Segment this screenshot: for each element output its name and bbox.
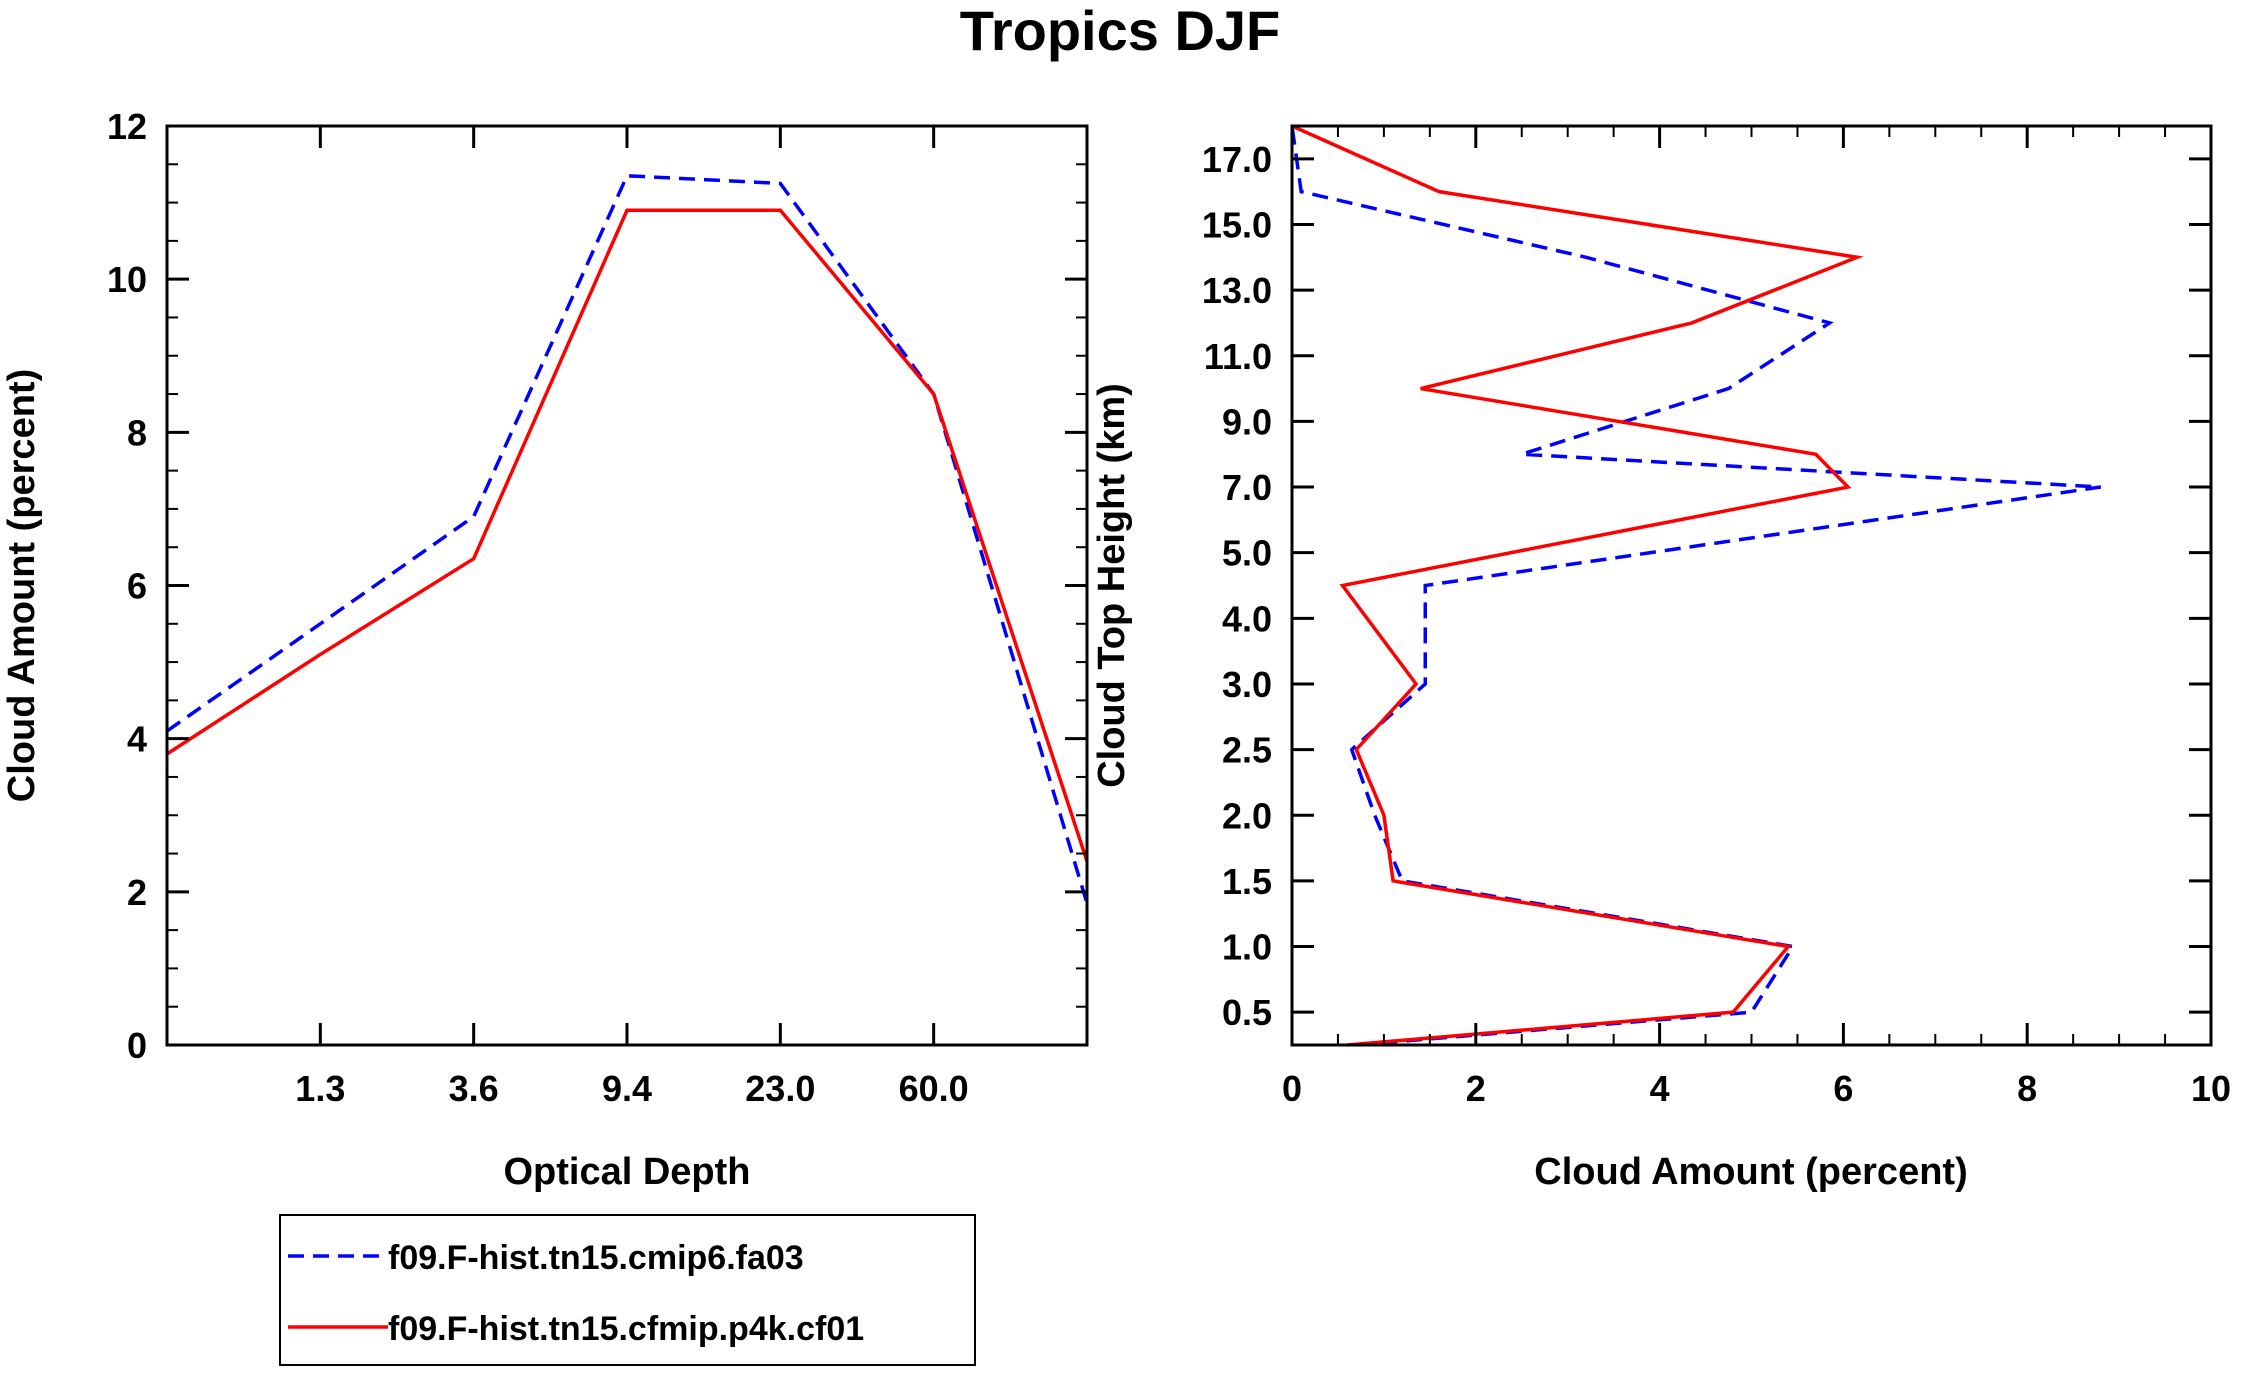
right-y-tick-label: 0.5 [1222, 992, 1272, 1033]
right-y-tick-label: 11.0 [1204, 336, 1272, 377]
right-y-tick-label: 5.0 [1222, 533, 1272, 574]
right-y-tick-label: 2.0 [1222, 795, 1272, 836]
left-x-tick-label: 1.3 [295, 1068, 345, 1109]
left-y-tick-label: 8 [127, 412, 147, 453]
left-x-axis-label: Optical Depth [503, 1151, 750, 1193]
right-y-tick-label: 1.5 [1222, 861, 1272, 902]
right-chart: 0 2 4 6 8 10 0.5 1.0 1.5 2.0 2.5 3.0 4.0 5.0 7.0 9.0 11.… [1091, 124, 2231, 1193]
left-series-line-cmip6 [165, 173, 1089, 904]
right-series-line-p4k [1291, 124, 1864, 1047]
right-x-tick-label: 2 [1466, 1068, 1486, 1109]
right-y-tick-label: 3.0 [1222, 664, 1272, 705]
right-ticks: 0 2 4 6 8 10 0.5 1.0 1.5 2.0 2.5 3.0 4.0 5.0 7.0 9.0 11.… [1202, 126, 2231, 1109]
left-ticks: 0 2 4 6 8 10 12 1.3 3.6 9.4 23.0 60.0 [107, 106, 1087, 1109]
right-x-tick-label: 8 [2017, 1068, 2037, 1109]
left-x-tick-label: 9.4 [602, 1068, 652, 1109]
right-x-tick-label: 6 [1833, 1068, 1853, 1109]
right-y-tick-label: 1.0 [1222, 927, 1272, 968]
right-x-tick-label: 10 [2191, 1068, 2231, 1109]
left-y-tick-label: 6 [127, 566, 147, 607]
right-y-tick-label: 2.5 [1222, 730, 1272, 771]
figure-title: Tropics DJF [960, 0, 1281, 62]
left-x-tick-label: 23.0 [745, 1068, 815, 1109]
left-series-group [165, 173, 1089, 904]
right-y-tick-label: 9.0 [1222, 401, 1272, 442]
right-y-tick-label: 13.0 [1202, 270, 1272, 311]
left-y-tick-label: 12 [107, 106, 147, 147]
left-y-tick-label: 2 [127, 872, 147, 913]
right-x-tick-label: 4 [1650, 1068, 1670, 1109]
right-y-tick-label: 7.0 [1222, 467, 1272, 508]
legend-label-p4k: f09.F-hist.tn15.cfmip.p4k.cf01 [388, 1310, 864, 1348]
left-series-line-p4k [166, 208, 1089, 862]
legend: f09.F-hist.tn15.cmip6.fa03 f09.F-hist.tn… [279, 1214, 976, 1366]
left-y-tick-label: 0 [127, 1025, 147, 1066]
left-y-tick-label: 4 [127, 719, 147, 760]
left-y-tick-label: 10 [107, 259, 147, 300]
right-y-tick-label: 17.0 [1202, 139, 1272, 180]
right-series-group [1290, 124, 2101, 1047]
right-y-tick-label: 15.0 [1202, 204, 1272, 245]
right-y-tick-label: 4.0 [1222, 598, 1272, 639]
right-plot-frame [1290, 124, 2213, 1047]
right-y-axis-label: Cloud Top Height (km) [1091, 383, 1133, 788]
left-y-axis-label: Cloud Amount (percent) [1, 369, 43, 802]
legend-label-cmip6: f09.F-hist.tn15.cmip6.fa03 [388, 1239, 804, 1277]
legend-box [279, 1214, 976, 1366]
right-series-line-cmip6 [1290, 125, 2101, 1047]
left-plot-frame [165, 124, 1089, 1047]
left-chart: 0 2 4 6 8 10 12 1.3 3.6 9.4 23.0 60.0 Optical Depth… [1, 106, 1089, 1193]
left-x-tick-label: 60.0 [899, 1068, 969, 1109]
right-x-tick-label: 0 [1282, 1068, 1302, 1109]
left-x-tick-label: 3.6 [449, 1068, 499, 1109]
right-x-axis-label: Cloud Amount (percent) [1534, 1151, 1967, 1193]
